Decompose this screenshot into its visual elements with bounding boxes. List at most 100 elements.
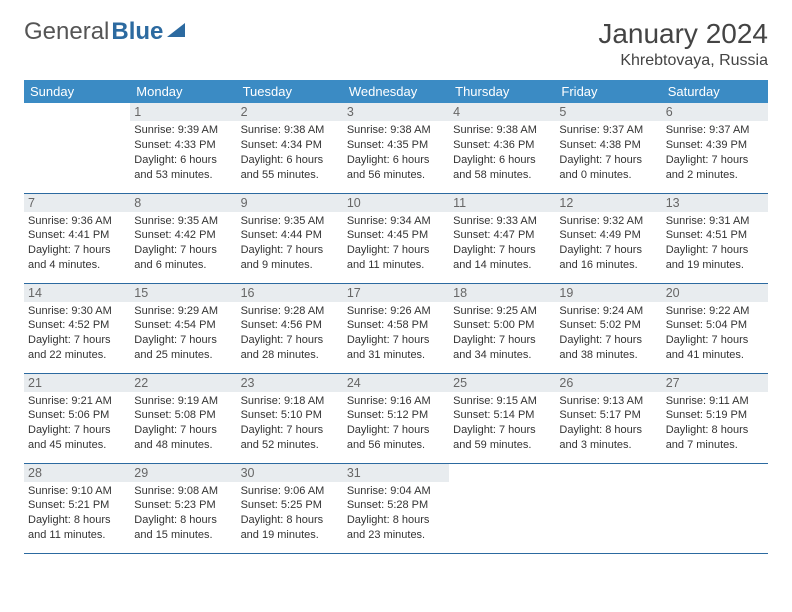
calendar-cell: 17Sunrise: 9:26 AMSunset: 4:58 PMDayligh…: [343, 283, 449, 373]
calendar-table: SundayMondayTuesdayWednesdayThursdayFrid…: [24, 80, 768, 554]
day-number: 16: [237, 284, 343, 302]
cell-body: Sunrise: 9:21 AMSunset: 5:06 PMDaylight:…: [24, 392, 130, 457]
daylight-text: Daylight: 8 hours and 23 minutes.: [347, 513, 445, 543]
daylight-text: Daylight: 7 hours and 11 minutes.: [347, 243, 445, 273]
sunset-text: Sunset: 4:45 PM: [347, 228, 445, 243]
sunrise-text: Sunrise: 9:21 AM: [28, 394, 126, 409]
cell-body: Sunrise: 9:16 AMSunset: 5:12 PMDaylight:…: [343, 392, 449, 457]
daylight-text: Daylight: 8 hours and 3 minutes.: [559, 423, 657, 453]
daylight-text: Daylight: 8 hours and 7 minutes.: [666, 423, 764, 453]
daylight-text: Daylight: 7 hours and 16 minutes.: [559, 243, 657, 273]
brand-part1: General: [24, 18, 109, 46]
sunrise-text: Sunrise: 9:11 AM: [666, 394, 764, 409]
day-number: 5: [555, 103, 661, 121]
sunrise-text: Sunrise: 9:16 AM: [347, 394, 445, 409]
cell-body: Sunrise: 9:32 AMSunset: 4:49 PMDaylight:…: [555, 212, 661, 277]
calendar-cell: 8Sunrise: 9:35 AMSunset: 4:42 PMDaylight…: [130, 193, 236, 283]
sail-icon: [167, 23, 185, 37]
calendar-week-row: 14Sunrise: 9:30 AMSunset: 4:52 PMDayligh…: [24, 283, 768, 373]
cell-body: Sunrise: 9:29 AMSunset: 4:54 PMDaylight:…: [130, 302, 236, 367]
sunrise-text: Sunrise: 9:28 AM: [241, 304, 339, 319]
calendar-cell: 23Sunrise: 9:18 AMSunset: 5:10 PMDayligh…: [237, 373, 343, 463]
day-number: 26: [555, 374, 661, 392]
day-number: 29: [130, 464, 236, 482]
daylight-text: Daylight: 7 hours and 38 minutes.: [559, 333, 657, 363]
sunset-text: Sunset: 4:42 PM: [134, 228, 232, 243]
calendar-cell: 20Sunrise: 9:22 AMSunset: 5:04 PMDayligh…: [662, 283, 768, 373]
calendar-cell: 25Sunrise: 9:15 AMSunset: 5:14 PMDayligh…: [449, 373, 555, 463]
sunrise-text: Sunrise: 9:19 AM: [134, 394, 232, 409]
calendar-cell: 30Sunrise: 9:06 AMSunset: 5:25 PMDayligh…: [237, 463, 343, 553]
sunset-text: Sunset: 5:19 PM: [666, 408, 764, 423]
cell-body: Sunrise: 9:39 AMSunset: 4:33 PMDaylight:…: [130, 121, 236, 186]
sunset-text: Sunset: 4:56 PM: [241, 318, 339, 333]
sunrise-text: Sunrise: 9:29 AM: [134, 304, 232, 319]
cell-body: Sunrise: 9:19 AMSunset: 5:08 PMDaylight:…: [130, 392, 236, 457]
sunrise-text: Sunrise: 9:13 AM: [559, 394, 657, 409]
cell-body: Sunrise: 9:33 AMSunset: 4:47 PMDaylight:…: [449, 212, 555, 277]
daylight-text: Daylight: 7 hours and 59 minutes.: [453, 423, 551, 453]
daylight-text: Daylight: 7 hours and 14 minutes.: [453, 243, 551, 273]
daylight-text: Daylight: 7 hours and 22 minutes.: [28, 333, 126, 363]
sunrise-text: Sunrise: 9:26 AM: [347, 304, 445, 319]
sunrise-text: Sunrise: 9:10 AM: [28, 484, 126, 499]
sunrise-text: Sunrise: 9:04 AM: [347, 484, 445, 499]
brand-part2: Blue: [111, 18, 163, 46]
sunset-text: Sunset: 5:08 PM: [134, 408, 232, 423]
sunrise-text: Sunrise: 9:31 AM: [666, 214, 764, 229]
day-number: 27: [662, 374, 768, 392]
cell-body: Sunrise: 9:26 AMSunset: 4:58 PMDaylight:…: [343, 302, 449, 367]
calendar-cell: 3Sunrise: 9:38 AMSunset: 4:35 PMDaylight…: [343, 103, 449, 193]
sunset-text: Sunset: 4:54 PM: [134, 318, 232, 333]
day-number: 20: [662, 284, 768, 302]
cell-body: Sunrise: 9:25 AMSunset: 5:00 PMDaylight:…: [449, 302, 555, 367]
cell-body: Sunrise: 9:38 AMSunset: 4:35 PMDaylight:…: [343, 121, 449, 186]
sunrise-text: Sunrise: 9:18 AM: [241, 394, 339, 409]
sunset-text: Sunset: 4:47 PM: [453, 228, 551, 243]
day-number: 19: [555, 284, 661, 302]
sunrise-text: Sunrise: 9:39 AM: [134, 123, 232, 138]
calendar-cell: [449, 463, 555, 553]
calendar-week-row: 28Sunrise: 9:10 AMSunset: 5:21 PMDayligh…: [24, 463, 768, 553]
sunset-text: Sunset: 4:51 PM: [666, 228, 764, 243]
cell-body: Sunrise: 9:37 AMSunset: 4:38 PMDaylight:…: [555, 121, 661, 186]
day-number: 30: [237, 464, 343, 482]
daylight-text: Daylight: 7 hours and 19 minutes.: [666, 243, 764, 273]
sunrise-text: Sunrise: 9:35 AM: [134, 214, 232, 229]
cell-body: Sunrise: 9:18 AMSunset: 5:10 PMDaylight:…: [237, 392, 343, 457]
day-number: 23: [237, 374, 343, 392]
cell-body: Sunrise: 9:38 AMSunset: 4:34 PMDaylight:…: [237, 121, 343, 186]
calendar-cell: 18Sunrise: 9:25 AMSunset: 5:00 PMDayligh…: [449, 283, 555, 373]
calendar-cell: 21Sunrise: 9:21 AMSunset: 5:06 PMDayligh…: [24, 373, 130, 463]
day-number: 24: [343, 374, 449, 392]
sunset-text: Sunset: 4:34 PM: [241, 138, 339, 153]
location-label: Khrebtovaya, Russia: [598, 52, 768, 70]
day-header: Monday: [130, 80, 236, 103]
daylight-text: Daylight: 7 hours and 6 minutes.: [134, 243, 232, 273]
daylight-text: Daylight: 7 hours and 28 minutes.: [241, 333, 339, 363]
sunset-text: Sunset: 5:25 PM: [241, 498, 339, 513]
cell-body: Sunrise: 9:24 AMSunset: 5:02 PMDaylight:…: [555, 302, 661, 367]
daylight-text: Daylight: 7 hours and 48 minutes.: [134, 423, 232, 453]
day-number: 11: [449, 194, 555, 212]
sunrise-text: Sunrise: 9:34 AM: [347, 214, 445, 229]
day-header-row: SundayMondayTuesdayWednesdayThursdayFrid…: [24, 80, 768, 103]
day-number: 2: [237, 103, 343, 121]
daylight-text: Daylight: 8 hours and 11 minutes.: [28, 513, 126, 543]
sunrise-text: Sunrise: 9:08 AM: [134, 484, 232, 499]
calendar-cell: 6Sunrise: 9:37 AMSunset: 4:39 PMDaylight…: [662, 103, 768, 193]
sunset-text: Sunset: 4:39 PM: [666, 138, 764, 153]
calendar-cell: 5Sunrise: 9:37 AMSunset: 4:38 PMDaylight…: [555, 103, 661, 193]
cell-body: Sunrise: 9:10 AMSunset: 5:21 PMDaylight:…: [24, 482, 130, 547]
cell-body: Sunrise: 9:31 AMSunset: 4:51 PMDaylight:…: [662, 212, 768, 277]
sunrise-text: Sunrise: 9:37 AM: [666, 123, 764, 138]
daylight-text: Daylight: 8 hours and 15 minutes.: [134, 513, 232, 543]
cell-body: Sunrise: 9:13 AMSunset: 5:17 PMDaylight:…: [555, 392, 661, 457]
cell-body: Sunrise: 9:38 AMSunset: 4:36 PMDaylight:…: [449, 121, 555, 186]
sunset-text: Sunset: 5:21 PM: [28, 498, 126, 513]
day-header: Thursday: [449, 80, 555, 103]
cell-body: Sunrise: 9:08 AMSunset: 5:23 PMDaylight:…: [130, 482, 236, 547]
day-number: 4: [449, 103, 555, 121]
sunrise-text: Sunrise: 9:22 AM: [666, 304, 764, 319]
sunrise-text: Sunrise: 9:25 AM: [453, 304, 551, 319]
